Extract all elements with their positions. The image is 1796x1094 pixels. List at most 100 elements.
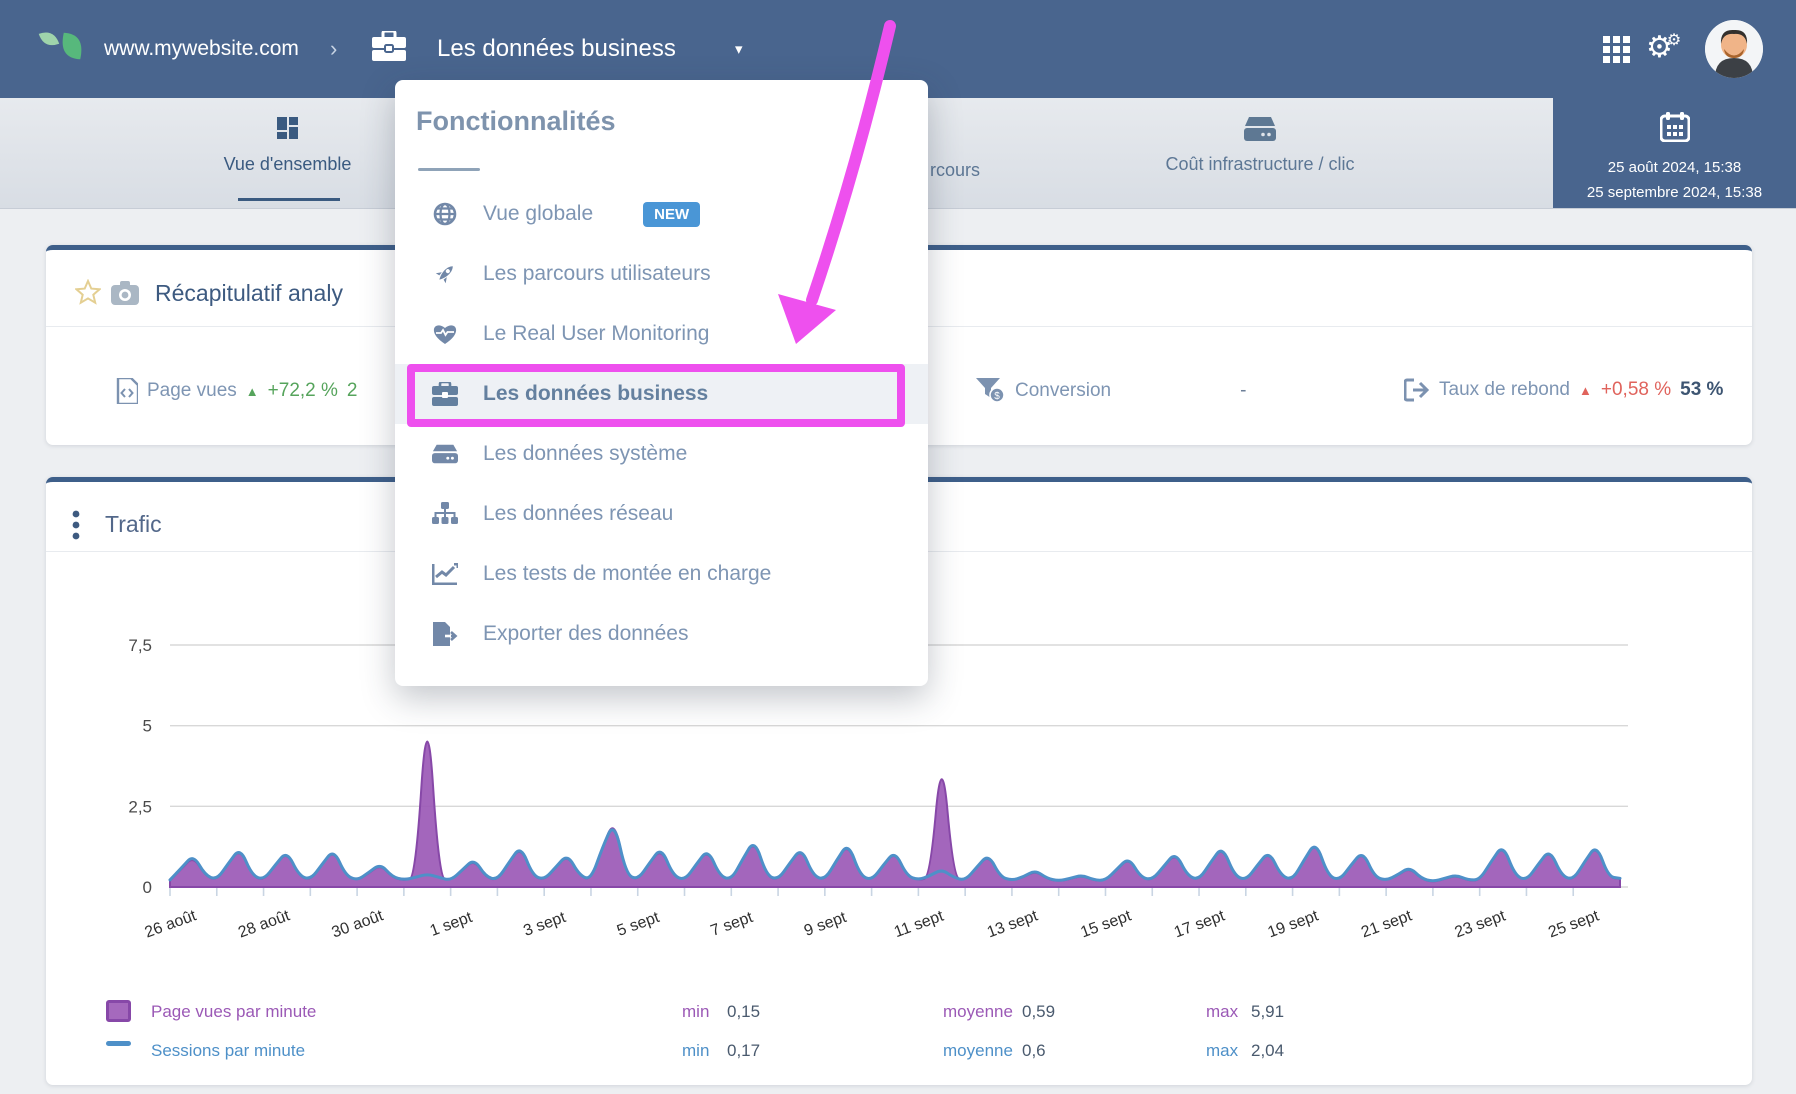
gears-icon[interactable]: ⚙⚙: [1646, 31, 1682, 64]
tab-overview-label: Vue d'ensemble: [223, 154, 352, 174]
trend-up-icon: ▲: [1579, 382, 1592, 398]
menu-item-parcours-utilisateurs[interactable]: Les parcours utilisateurs: [395, 244, 928, 304]
menu-item-label: Les données réseau: [483, 502, 674, 525]
legend-avg-label: moyenne: [943, 1041, 1013, 1060]
traffic-card-title: Trafic: [105, 511, 162, 537]
legend-max-value: 5,91: [1251, 1002, 1285, 1021]
svg-text:5 sept: 5 sept: [615, 909, 662, 940]
apps-grid-icon[interactable]: [1603, 36, 1630, 63]
favorite-star-icon[interactable]: [75, 279, 101, 305]
svg-text:0: 0: [143, 878, 152, 897]
heading-underline: [418, 168, 480, 171]
menu-item-exporter-donnees[interactable]: Exporter des données: [395, 604, 928, 664]
tab-cost-infrastructure[interactable]: Coût infrastructure / clic: [1130, 116, 1390, 175]
menu-item-label: Le Real User Monitoring: [483, 322, 710, 345]
menu-item-label: Les tests de montée en charge: [483, 562, 772, 585]
svg-text:$: $: [994, 391, 1000, 402]
briefcase-icon: [372, 31, 406, 61]
legend-avg-label: moyenne: [943, 1002, 1013, 1021]
svg-text:26 août: 26 août: [143, 907, 199, 941]
features-dropdown-menu: Fonctionnalités Vue globale NEW Les parc…: [395, 80, 928, 686]
svg-text:17 sept: 17 sept: [1172, 907, 1228, 941]
svg-text:3 sept: 3 sept: [521, 909, 568, 940]
summary-card-title: Récapitulatif analy: [155, 280, 343, 306]
menu-item-label: Les données système: [483, 442, 688, 465]
menu-item-real-user-monitoring[interactable]: Le Real User Monitoring: [395, 304, 928, 364]
legend-avg-value: 0,6: [1022, 1041, 1046, 1060]
svg-text:7,5: 7,5: [128, 636, 152, 655]
tab-cost-label: Coût infrastructure / clic: [1165, 154, 1355, 174]
svg-text:1 sept: 1 sept: [428, 909, 475, 940]
feature-title-dropdown[interactable]: Les données business: [437, 35, 676, 62]
menu-item-donnees-reseau[interactable]: Les données réseau: [395, 484, 928, 544]
svg-text:30 août: 30 août: [330, 907, 386, 941]
legend-row-sessions[interactable]: Sessions par minute min 0,17 moyenne 0,6…: [46, 1039, 1752, 1065]
drag-handle-dots-icon[interactable]: [72, 510, 80, 540]
menu-item-tests-montee-en-charge[interactable]: Les tests de montée en charge: [395, 544, 928, 604]
svg-text:23 sept: 23 sept: [1453, 907, 1509, 941]
menu-item-donnees-systeme[interactable]: Les données système: [395, 424, 928, 484]
period-end: 25 septembre 2024, 15:38: [1586, 184, 1763, 201]
breadcrumb-separator-icon: ›: [330, 36, 338, 61]
tab-overview[interactable]: Vue d'ensemble: [200, 116, 375, 175]
legend-avg-value: 0,59: [1022, 1002, 1056, 1021]
dropdown-heading: Fonctionnalités: [416, 106, 616, 136]
legend-series-name: Page vues par minute: [151, 1002, 317, 1021]
menu-item-label: Les parcours utilisateurs: [483, 262, 711, 285]
svg-text:7 sept: 7 sept: [708, 909, 755, 940]
metric-value: 53 %: [1680, 379, 1724, 400]
website-breadcrumb[interactable]: www.mywebsite.com: [104, 37, 299, 60]
metric-conversion: $ Conversion -: [976, 378, 1246, 404]
metric-label: Taux de rebond: [1439, 379, 1570, 400]
legend-max-label: max: [1206, 1002, 1239, 1021]
legend-row-page-views[interactable]: Page vues par minute min 0,15 moyenne 0,…: [46, 1000, 1752, 1026]
metric-bounce-rate: Taux de rebond ▲ +0,58 % 53 %: [1404, 378, 1723, 402]
funnel-dollar-icon: $: [976, 378, 1005, 403]
tab-parcours-partial[interactable]: rcours: [929, 160, 980, 180]
bounce-exit-icon: [1404, 378, 1430, 402]
dropdown-item-list: Vue globale NEW Les parcours utilisateur…: [395, 184, 928, 664]
legend-min-label: min: [682, 1002, 710, 1021]
svg-text:19 sept: 19 sept: [1266, 907, 1322, 941]
trend-up-icon: ▲: [245, 383, 259, 399]
legend-min-label: min: [682, 1041, 710, 1060]
date-range-picker[interactable]: 25 août 2024, 15:38 25 septembre 2024, 1…: [1553, 98, 1796, 208]
calendar-icon: [1659, 112, 1690, 143]
menu-item-vue-globale[interactable]: Vue globale NEW: [395, 184, 928, 244]
file-export-icon: [432, 622, 458, 646]
rocket-icon: [432, 262, 458, 286]
heartbeat-icon: [432, 322, 458, 346]
legend-max-label: max: [1206, 1041, 1239, 1060]
svg-text:15 sept: 15 sept: [1078, 907, 1134, 941]
menu-item-label: Les données business: [483, 382, 709, 405]
legend-series-name: Sessions par minute: [151, 1041, 306, 1060]
legend-swatch-blue: [106, 1041, 131, 1046]
active-tab-underline: [238, 198, 340, 201]
svg-text:2,5: 2,5: [128, 797, 152, 816]
svg-text:13 sept: 13 sept: [985, 907, 1041, 941]
metric-page-views: Page vues ▲ +72,2 % 2: [116, 378, 358, 404]
chevron-down-icon[interactable]: ▾: [735, 41, 743, 58]
legend-min-value: 0,15: [727, 1002, 761, 1021]
sitemap-icon: [432, 502, 458, 526]
menu-item-label: Exporter des données: [483, 622, 689, 645]
chart-line-icon: [432, 563, 458, 585]
period-start: 25 août 2024, 15:38: [1607, 159, 1742, 176]
svg-text:21 sept: 21 sept: [1359, 907, 1415, 941]
file-code-icon: [116, 378, 138, 404]
metric-label: Page vues: [147, 380, 237, 401]
svg-text:25 sept: 25 sept: [1546, 907, 1602, 941]
metric-value-partial: 2: [346, 380, 358, 401]
dashboard-icon: [276, 117, 298, 139]
leaf-logo: [38, 32, 82, 60]
menu-item-donnees-business[interactable]: Les données business: [395, 364, 928, 424]
globe-icon: [432, 202, 458, 226]
svg-text:11 sept: 11 sept: [892, 907, 947, 941]
user-avatar[interactable]: [1705, 20, 1763, 78]
menu-item-label: Vue globale: [483, 202, 594, 225]
camera-icon[interactable]: [111, 281, 139, 305]
svg-text:5: 5: [143, 717, 152, 736]
metric-delta: +72,2 %: [267, 380, 338, 401]
legend-swatch-purple: [106, 1000, 131, 1022]
